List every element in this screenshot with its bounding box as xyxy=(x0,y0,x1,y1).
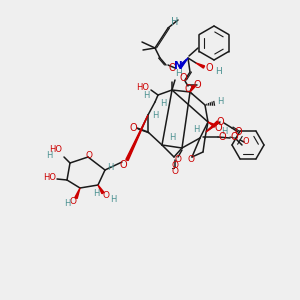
Text: O: O xyxy=(168,63,176,73)
Text: H: H xyxy=(171,17,179,27)
Text: O: O xyxy=(103,191,110,200)
Text: O: O xyxy=(175,155,182,164)
Text: N: N xyxy=(174,61,182,71)
Text: H: H xyxy=(160,100,166,109)
Text: H: H xyxy=(216,67,222,76)
Polygon shape xyxy=(126,115,148,160)
Text: O: O xyxy=(70,196,76,206)
Text: H: H xyxy=(169,134,175,142)
Text: H: H xyxy=(175,70,182,79)
Polygon shape xyxy=(206,121,219,132)
Text: H: H xyxy=(152,110,158,119)
Text: O: O xyxy=(218,132,226,142)
Text: O: O xyxy=(172,167,178,176)
Text: O: O xyxy=(179,73,187,83)
Text: H: H xyxy=(143,91,149,100)
Text: O: O xyxy=(243,137,249,146)
Text: H: H xyxy=(64,200,70,208)
Polygon shape xyxy=(179,58,188,68)
Text: H: H xyxy=(46,152,52,160)
Text: HO: HO xyxy=(136,83,149,92)
Text: O: O xyxy=(234,127,242,137)
Text: O: O xyxy=(188,154,194,164)
Text: O: O xyxy=(119,160,127,170)
Text: H: H xyxy=(110,194,116,203)
Text: HO: HO xyxy=(50,146,62,154)
Text: O: O xyxy=(129,123,137,133)
Text: O: O xyxy=(216,117,224,127)
Text: H: H xyxy=(107,163,113,172)
Text: O: O xyxy=(85,151,92,160)
Text: HO: HO xyxy=(44,173,56,182)
Text: H: H xyxy=(93,188,99,197)
Polygon shape xyxy=(208,122,216,127)
Text: H: H xyxy=(193,125,199,134)
Polygon shape xyxy=(196,63,205,68)
Text: H: H xyxy=(221,127,227,136)
Text: H: H xyxy=(217,97,223,106)
Polygon shape xyxy=(75,188,80,199)
Polygon shape xyxy=(190,85,195,92)
Text: O: O xyxy=(172,160,178,169)
Text: O: O xyxy=(193,80,201,90)
Text: O: O xyxy=(184,84,192,94)
Text: O: O xyxy=(230,132,238,142)
Text: O: O xyxy=(205,63,213,73)
Polygon shape xyxy=(98,185,104,194)
Text: O: O xyxy=(214,123,222,133)
